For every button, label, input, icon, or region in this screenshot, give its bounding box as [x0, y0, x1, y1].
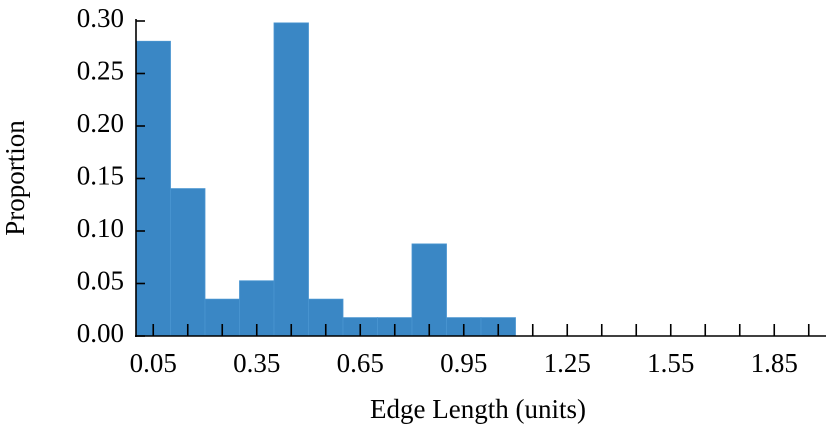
y-tick-label: 0.30 [77, 3, 124, 33]
x-axis-label: Edge Length (units) [370, 394, 586, 424]
bar [273, 22, 309, 337]
bar [170, 188, 206, 337]
y-tick-label: 0.00 [77, 318, 124, 348]
y-axis-label: Proportion [0, 120, 30, 236]
y-tick-label: 0.20 [77, 108, 124, 138]
x-tick-label: 0.35 [233, 348, 280, 378]
bar [411, 243, 447, 337]
x-tick-label: 1.55 [647, 348, 694, 378]
x-tick-label: 0.05 [130, 348, 177, 378]
y-tick-label: 0.25 [77, 56, 124, 86]
x-tick-label: 0.65 [337, 348, 384, 378]
x-tick-label: 1.25 [544, 348, 591, 378]
y-tick-label: 0.10 [77, 213, 124, 243]
x-tick-label: 0.95 [440, 348, 487, 378]
bar [135, 40, 171, 337]
x-tick-label: 1.85 [751, 348, 798, 378]
y-tick-label: 0.05 [77, 266, 124, 296]
y-tick-label: 0.15 [77, 161, 124, 191]
